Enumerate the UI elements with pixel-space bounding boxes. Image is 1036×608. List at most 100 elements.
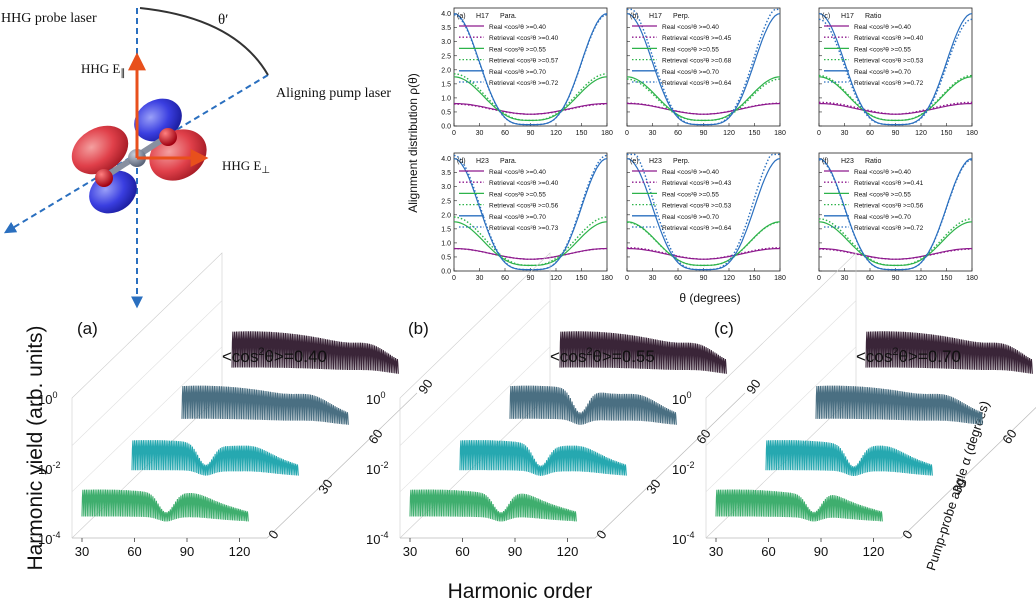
- z-tick-label: 0: [593, 527, 609, 542]
- x-tick-label: 30: [476, 275, 484, 282]
- x-tick-label: 150: [941, 275, 953, 282]
- legend-entry: Retrieval <cos²θ >=0.68: [662, 58, 732, 65]
- y-tick-label: 0.0: [441, 124, 451, 131]
- spectrum-trace-1: [459, 440, 627, 476]
- y-tick-exponent: -2: [686, 460, 694, 470]
- x-tick-label: 90: [527, 130, 535, 137]
- y-tick-base: 10-2: [38, 460, 60, 477]
- legend-entry: Real <cos²θ >=0.55: [662, 191, 719, 198]
- retrieval-curve-1: [818, 218, 973, 267]
- z-tick-label: 60: [693, 426, 714, 446]
- panel-mode: Ratio: [865, 13, 881, 20]
- legend-entry: Real <cos²θ >=0.55: [489, 191, 546, 198]
- panel-tag: (a): [457, 13, 466, 20]
- panel-harmonic: H17: [649, 13, 662, 20]
- x-tick-label: 90: [527, 275, 535, 282]
- legend-entry: Real <cos²θ >=0.70: [662, 69, 719, 76]
- spectra-panels: Harmonic yield (arb. units) Harmonic ord…: [24, 252, 1036, 603]
- alignment-panels: Alignment distribution ρ(θ) θ (degrees) …: [406, 7, 978, 305]
- x-tick-label: 150: [941, 130, 953, 137]
- x-tick-label: 30: [476, 130, 484, 137]
- z-tick-label: 60: [999, 426, 1020, 446]
- y-tick-base: 100: [672, 390, 691, 407]
- e-perp-label: HHG E⊥: [222, 158, 270, 176]
- legend-entry: Real <cos²θ >=0.55: [854, 46, 911, 53]
- y-tick-exponent: 0: [686, 390, 691, 400]
- x-tick-label: 180: [966, 130, 978, 137]
- axis-box-wall: [71, 252, 223, 538]
- cos2-prefix: <cos: [222, 347, 258, 366]
- legend-entry: Real <cos²θ >=0.70: [854, 214, 911, 221]
- oxygen-atom-top: [159, 128, 177, 146]
- x-tick-label: 120: [550, 275, 562, 282]
- panel-tag: (b): [408, 319, 429, 338]
- panel-tag: (c): [714, 319, 734, 338]
- legend-entry: Real <cos²θ >=0.40: [489, 24, 546, 31]
- axis-box-edge: [71, 392, 223, 539]
- y-tick-exponent: 0: [52, 390, 57, 400]
- legend-entry: Retrieval <cos²θ >=0.56: [854, 203, 924, 210]
- y-tick-label: 3.5: [441, 25, 451, 32]
- retrieval-curve-0: [819, 248, 972, 260]
- legend-entry: Real <cos²θ >=0.55: [662, 46, 719, 53]
- legend-entry: Real <cos²θ >=0.40: [854, 169, 911, 176]
- retrieval-curve-0: [627, 102, 780, 115]
- x-tick-label: 30: [709, 544, 723, 559]
- x-tick-label: 120: [723, 130, 735, 137]
- y-tick-base: 10-2: [672, 460, 694, 477]
- y-tick-base: 10-4: [366, 530, 388, 547]
- legend-entry: Retrieval <cos²θ >=0.72: [854, 80, 924, 87]
- cos2-annotation: <cos2θ>=0.40: [222, 346, 327, 366]
- x-tick-label: 60: [455, 544, 469, 559]
- retrieval-curve-1: [818, 74, 973, 122]
- x-tick-label: 60: [866, 130, 874, 137]
- panel-tag: (d): [457, 158, 466, 165]
- x-tick-label: 0: [817, 130, 821, 137]
- retrieval-curve-2: [818, 18, 973, 126]
- cos2-sup: 2: [258, 346, 264, 358]
- y-tick-label: 0.0: [441, 269, 451, 276]
- spectrum-trace-3: [865, 331, 1033, 374]
- alignment-panel-f: 0 30 60 90 120 150 180 (f) H23 Ratio Real <cos²θ >…: [817, 152, 978, 282]
- x-tick-label: 90: [700, 275, 708, 282]
- y-tick-base: 10-4: [38, 530, 60, 547]
- theta-prime-label: θ′: [218, 12, 228, 28]
- legend-entry: Real <cos²θ >=0.70: [854, 69, 911, 76]
- retrieval-curve-2: [453, 154, 608, 271]
- x-tick-label: 90: [700, 130, 708, 137]
- x-tick-label: 60: [674, 275, 682, 282]
- y-tick-label: 2.5: [441, 53, 451, 60]
- x-tick-label: 0: [625, 130, 629, 137]
- y-tick-base: 100: [38, 390, 57, 407]
- grid-line: [71, 346, 223, 493]
- panel-tag: (e): [630, 158, 639, 165]
- panel-tag: (b): [630, 13, 639, 20]
- x-tick-label: 60: [674, 130, 682, 137]
- cos2-value: 0.40: [294, 347, 327, 366]
- retrieval-curve-0: [627, 247, 780, 260]
- x-tick-label: 60: [866, 275, 874, 282]
- cos2-mid: θ>=: [265, 347, 294, 366]
- y-tick-exponent: -4: [52, 530, 60, 540]
- cos2-annotation: <cos2θ>=0.55: [550, 346, 655, 366]
- legend-entry: Retrieval <cos²θ >=0.72: [489, 80, 559, 87]
- x-tick-label: 90: [892, 130, 900, 137]
- alignment-panel-d: 0 30 60 90 120 150 180 0.0 0.5 1.0 1.5 2.0 2.5 3.0 3.5…: [441, 152, 613, 282]
- x-tick-label: 30: [403, 544, 417, 559]
- panel-tag: (c): [822, 13, 830, 20]
- x-tick-label: 120: [863, 544, 885, 559]
- x-tick-label: 180: [601, 130, 613, 137]
- x-tick-label: 60: [127, 544, 141, 559]
- legend-entry: Real <cos²θ >=0.70: [662, 214, 719, 221]
- legend-entry: Retrieval <cos²θ >=0.53: [854, 58, 924, 65]
- pump-label: Aligning pump laser: [276, 86, 391, 101]
- cos2-value: 0.55: [622, 347, 655, 366]
- z-tick-label: 0: [265, 527, 281, 542]
- x-tick-label: 0: [452, 130, 456, 137]
- z-tick-label: 60: [365, 426, 386, 446]
- x-tick-label: 30: [649, 275, 657, 282]
- y-tick-base: 10-2: [366, 460, 388, 477]
- legend-entry: Real <cos²θ >=0.40: [662, 169, 719, 176]
- x-tick-label: 60: [761, 544, 775, 559]
- retrieval-curve-1: [626, 221, 781, 267]
